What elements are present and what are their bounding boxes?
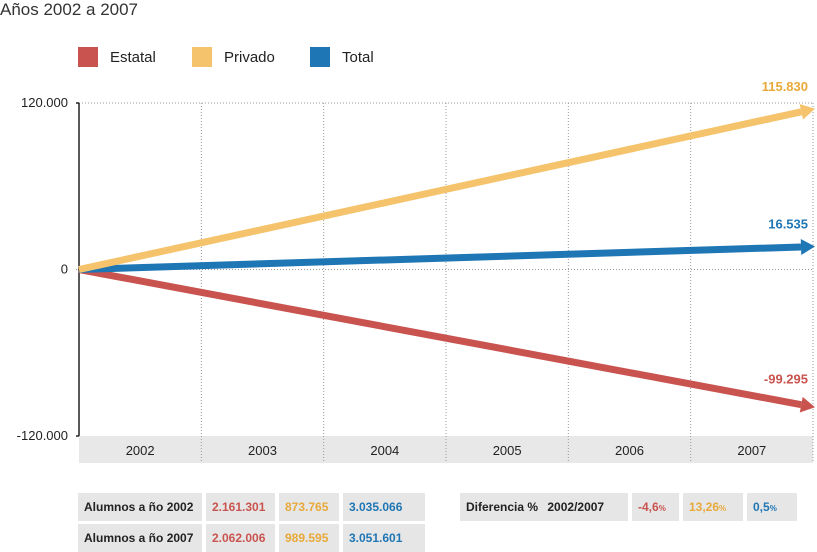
x-axis-band bbox=[79, 436, 813, 463]
value-privado-2007: 989.595 bbox=[279, 524, 339, 552]
diff-label-text: Diferencia % bbox=[466, 500, 539, 514]
value-total-2002: 3.035.066 bbox=[343, 493, 425, 521]
legend-label-privado: Privado bbox=[224, 48, 275, 66]
diff-row: Diferencia % 2002/2007 -4,6% 13,26% 0,5% bbox=[460, 493, 801, 521]
legend-label-estatal: Estatal bbox=[110, 48, 156, 66]
row-label-2002: Alumnos a ño 2002 bbox=[78, 493, 202, 521]
y-tick-label: -120.000 bbox=[17, 428, 68, 443]
x-tick-label: 2006 bbox=[615, 443, 644, 458]
diff-privado: 13,26% bbox=[683, 493, 743, 521]
diff-period: 2002/2007 bbox=[547, 500, 605, 514]
x-tick-label: 2003 bbox=[248, 443, 277, 458]
end-label-privado: 115.830 bbox=[762, 79, 808, 94]
series-arrowhead-total bbox=[800, 238, 815, 255]
legend-swatch-estatal bbox=[78, 47, 98, 67]
pct-sign: % bbox=[719, 504, 727, 513]
diff-total-value: 0,5 bbox=[753, 500, 770, 514]
end-label-estatal: -99.295 bbox=[764, 371, 808, 386]
value-privado-2002: 873.765 bbox=[279, 493, 339, 521]
row-label-year: 2007 bbox=[166, 531, 194, 545]
series-line-total bbox=[78, 243, 802, 273]
legend-swatch-total bbox=[310, 47, 330, 67]
pct-sign: % bbox=[769, 504, 777, 513]
row-label-prefix: Alumnos a ño bbox=[84, 500, 164, 514]
legend-item-privado: Privado bbox=[192, 47, 275, 67]
chart-subtitle: Años 2002 a 2007 bbox=[0, 0, 139, 19]
x-tick-label: 2004 bbox=[370, 443, 399, 458]
series-arrowhead-estatal bbox=[799, 396, 815, 413]
x-tick-label: 2007 bbox=[737, 443, 766, 458]
diff-estatal: -4,6% bbox=[632, 493, 679, 521]
legend-item-total: Total bbox=[310, 47, 374, 67]
y-tick-label: 0 bbox=[61, 262, 68, 277]
end-label-total: 16.535 bbox=[768, 217, 808, 232]
diff-label: Diferencia % 2002/2007 bbox=[460, 493, 628, 521]
diff-total: 0,5% bbox=[747, 493, 797, 521]
pct-sign: % bbox=[658, 504, 666, 513]
diff-estatal-value: -4,6 bbox=[638, 500, 659, 514]
diff-privado-value: 13,26 bbox=[689, 500, 720, 514]
line-chart: 120.000 0 -120.000 2002 2003 2004 2005 2006 2007… bbox=[17, 79, 815, 463]
legend-swatch-privado bbox=[192, 47, 212, 67]
value-estatal-2002: 2.161.301 bbox=[206, 493, 275, 521]
series-arrowhead-privado bbox=[799, 103, 815, 120]
x-tick-label: 2005 bbox=[493, 443, 522, 458]
table-row-2007: Alumnos a ño 2007 2.062.006 989.595 3.05… bbox=[78, 524, 429, 552]
row-label-year: 2002 bbox=[166, 500, 194, 514]
row-label-2007: Alumnos a ño 2007 bbox=[78, 524, 202, 552]
value-total-2007: 3.051.601 bbox=[343, 524, 425, 552]
series-line-privado bbox=[78, 108, 803, 273]
series-line-estatal bbox=[78, 266, 802, 409]
legend-item-estatal: Estatal bbox=[78, 47, 156, 67]
x-tick-label: 2002 bbox=[126, 443, 155, 458]
value-estatal-2007: 2.062.006 bbox=[206, 524, 275, 552]
y-tick-label: 120.000 bbox=[21, 95, 68, 110]
legend-label-total: Total bbox=[342, 48, 374, 66]
table-row-2002: Alumnos a ño 2002 2.161.301 873.765 3.03… bbox=[78, 493, 429, 521]
row-label-prefix: Alumnos a ño bbox=[84, 531, 164, 545]
